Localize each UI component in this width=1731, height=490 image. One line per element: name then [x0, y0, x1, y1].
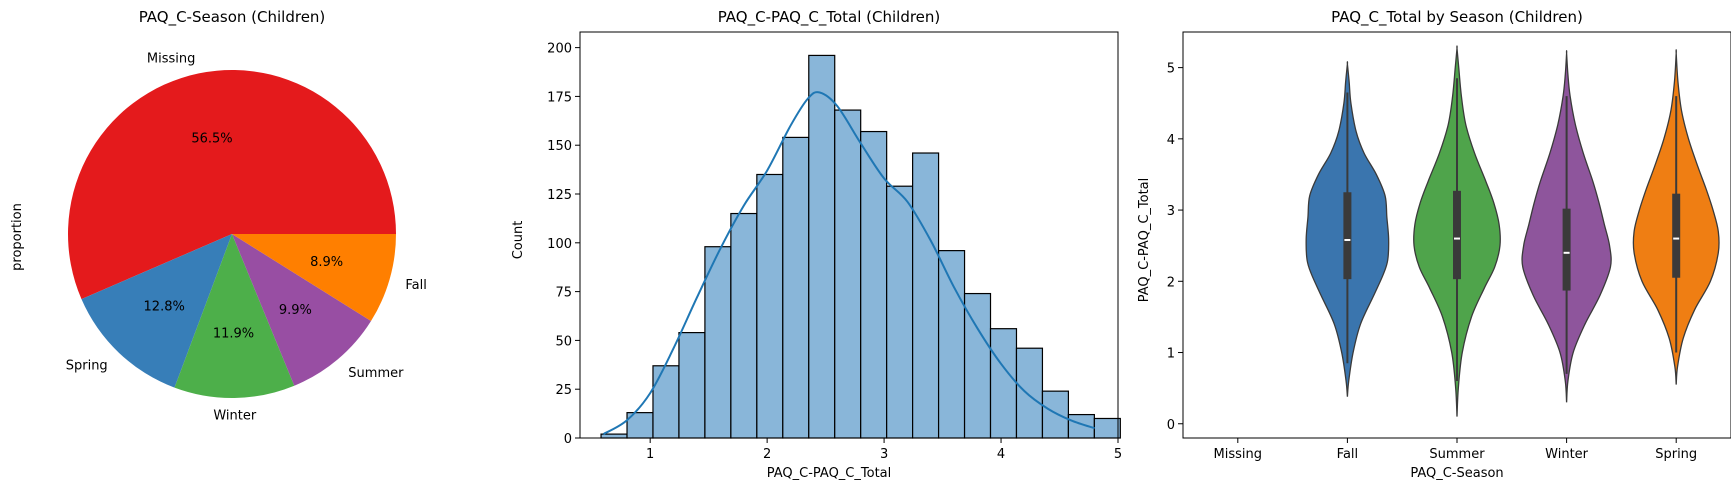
histogram-xtick-label: 4 [997, 447, 1005, 462]
histogram-bar [782, 136, 810, 439]
pie-slice-spring [81, 234, 233, 388]
histogram-bar [678, 332, 706, 439]
pie-ylabel: proportion [10, 203, 25, 271]
violin-iqr-box-fall [1343, 192, 1352, 280]
violin-iqr-box-winter [1562, 208, 1571, 291]
histogram-bar [886, 185, 914, 439]
violin-xtick-label-fall: Fall [1337, 447, 1358, 462]
histogram-ylabel: Count [511, 221, 526, 260]
histogram-bars [600, 54, 1121, 439]
violin-iqr-box-summer [1453, 190, 1461, 280]
histogram-ytick-label: 175 [547, 90, 572, 105]
histogram-ytick-label: 125 [547, 188, 572, 203]
histogram-xtick-label: 5 [1114, 447, 1122, 462]
histogram-kde-line [602, 91, 1095, 435]
histogram-ytick-label: 200 [547, 42, 572, 57]
violin-xtick-label-spring: Spring [1655, 447, 1697, 462]
histogram-bar [937, 250, 966, 439]
histogram-ytick-label: 50 [555, 334, 572, 349]
pie-pct-label-missing: 56.5% [191, 132, 232, 147]
violin-ytick-label: 0 [1167, 418, 1175, 433]
pie-category-label-winter: Winter [213, 408, 257, 423]
violin-xtick-label-summer: Summer [1429, 447, 1485, 462]
histogram-bar [600, 433, 628, 439]
pie-slice-missing [67, 69, 397, 300]
pie-category-label-summer: Summer [348, 366, 404, 381]
histogram-ytick-label: 25 [555, 383, 572, 398]
pie-slice-summer [232, 234, 372, 386]
pie-pct-label-summer: 9.9% [279, 303, 312, 318]
histogram-bar [989, 328, 1018, 439]
histogram-bar [1041, 390, 1070, 439]
violin-ytick-label: 5 [1167, 62, 1175, 77]
histogram-ytick-label: 0 [564, 432, 572, 447]
pie-pct-label-fall: 8.9% [310, 255, 343, 270]
pie-slices: 56.5% Missing 12.8% Spring 11.9% Winter 9.9% Su… [66, 51, 427, 423]
violin-shapes [1305, 45, 1720, 417]
histogram-xlabel: PAQ_C-PAQ_C_Total [767, 466, 892, 481]
histogram-ytick-label: 100 [547, 237, 572, 252]
histogram-bar [730, 212, 758, 439]
histogram-bar [834, 109, 862, 439]
histogram-bar [963, 292, 992, 439]
histogram-title: PAQ_C-PAQ_C_Total (Children) [718, 8, 941, 27]
histogram-bar [1093, 417, 1121, 439]
pie-chart: PAQ_C-Season (Children) proportion 56.5%… [10, 8, 427, 423]
histogram-xtick-label: 2 [763, 447, 771, 462]
violin-frame [1182, 31, 1731, 439]
violin-ytick-label: 1 [1167, 347, 1175, 362]
histogram-bar [704, 246, 732, 439]
violin-xlabel: PAQ_C-Season [1410, 466, 1503, 481]
violin-ytick-label: 4 [1167, 133, 1175, 148]
pie-category-label-fall: Fall [405, 278, 426, 293]
violin-xtick-label-winter: Winter [1545, 447, 1589, 462]
histogram-xtick-label: 3 [880, 447, 888, 462]
violin-chart: PAQ_C_Total by Season (Children) PAQ_C-S… [1137, 8, 1731, 481]
histogram-xtick-label: 1 [646, 447, 654, 462]
histogram-bar [1015, 347, 1044, 439]
histogram-ytick-label: 75 [555, 286, 572, 301]
histogram-frame [579, 31, 1119, 439]
violin-title: PAQ_C_Total by Season (Children) [1331, 8, 1583, 27]
histogram-ytick-label: 150 [547, 139, 572, 154]
violin-ticks: Missing Fall Summer Winter Spring 0 1 2 3 4 5 [1167, 62, 1697, 462]
violin-xtick-label-missing: Missing [1214, 447, 1262, 462]
pie-pct-label-spring: 12.8% [144, 299, 185, 314]
pie-category-label-missing: Missing [147, 51, 195, 66]
pie-slice-fall [232, 234, 396, 321]
violin-ylabel: PAQ_C-PAQ_C_Total [1137, 178, 1152, 303]
pie-title: PAQ_C-Season (Children) [139, 8, 326, 27]
histogram-bar [912, 152, 940, 439]
violin-ytick-label: 3 [1167, 204, 1175, 219]
histogram-bar [756, 173, 784, 439]
pie-slice-winter [174, 234, 295, 398]
histogram-bar [652, 365, 680, 439]
histogram-bar [808, 54, 836, 439]
violin-ytick-label: 2 [1167, 275, 1175, 290]
histogram-chart: PAQ_C-PAQ_C_Total (Children) PAQ_C-PAQ_C… [511, 8, 1122, 481]
violin-iqr-box-spring [1672, 193, 1681, 278]
pie-pct-label-winter: 11.9% [213, 326, 254, 341]
pie-category-label-spring: Spring [66, 359, 108, 374]
